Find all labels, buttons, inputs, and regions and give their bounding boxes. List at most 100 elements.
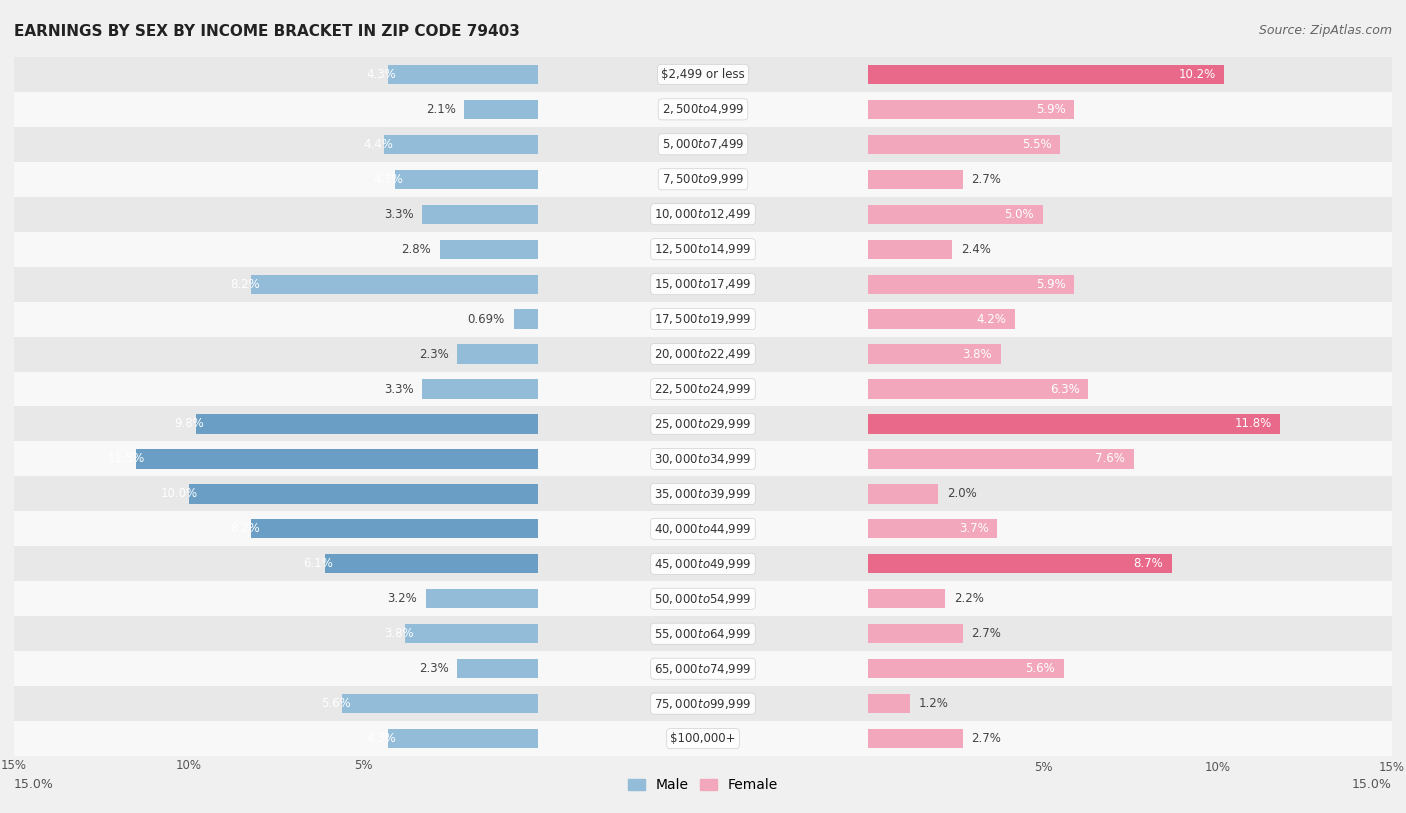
Bar xyxy=(869,581,1392,616)
Bar xyxy=(869,511,1392,546)
Text: 5.5%: 5.5% xyxy=(1022,138,1052,150)
Bar xyxy=(869,162,1392,197)
Bar xyxy=(869,406,1392,441)
Bar xyxy=(537,127,869,162)
Bar xyxy=(869,589,945,608)
Text: EARNINGS BY SEX BY INCOME BRACKET IN ZIP CODE 79403: EARNINGS BY SEX BY INCOME BRACKET IN ZIP… xyxy=(14,24,520,39)
Bar xyxy=(869,659,1064,678)
Bar xyxy=(14,686,537,721)
Bar xyxy=(869,729,963,748)
Bar xyxy=(537,721,869,756)
Bar xyxy=(14,721,537,756)
Bar xyxy=(537,476,869,511)
Text: 10.2%: 10.2% xyxy=(1178,68,1216,80)
Text: 2.4%: 2.4% xyxy=(960,243,991,255)
Bar xyxy=(869,520,997,538)
Bar xyxy=(457,345,537,363)
Bar xyxy=(252,275,537,293)
Text: 4.2%: 4.2% xyxy=(976,313,1007,325)
Bar xyxy=(14,57,537,92)
Bar xyxy=(869,197,1392,232)
Bar xyxy=(395,170,537,189)
Bar xyxy=(14,232,537,267)
Bar xyxy=(422,380,537,398)
Bar xyxy=(537,57,869,92)
Text: 5.6%: 5.6% xyxy=(321,698,352,710)
Bar xyxy=(537,441,869,476)
Bar xyxy=(457,659,537,678)
Bar xyxy=(14,546,537,581)
Text: $10,000 to $12,499: $10,000 to $12,499 xyxy=(654,207,752,221)
Bar xyxy=(14,616,537,651)
Text: 11.8%: 11.8% xyxy=(1234,418,1271,430)
Bar xyxy=(869,127,1392,162)
Bar xyxy=(869,450,1133,468)
Text: 4.4%: 4.4% xyxy=(363,138,392,150)
Bar xyxy=(14,127,537,162)
Bar xyxy=(869,694,910,713)
Text: $30,000 to $34,999: $30,000 to $34,999 xyxy=(654,452,752,466)
Bar xyxy=(14,581,537,616)
Text: $2,500 to $4,999: $2,500 to $4,999 xyxy=(662,102,744,116)
Bar xyxy=(869,476,1392,511)
Text: $2,499 or less: $2,499 or less xyxy=(661,68,745,80)
Text: 4.3%: 4.3% xyxy=(367,68,396,80)
Text: $45,000 to $49,999: $45,000 to $49,999 xyxy=(654,557,752,571)
Bar xyxy=(869,485,938,503)
Text: $35,000 to $39,999: $35,000 to $39,999 xyxy=(654,487,752,501)
Bar xyxy=(869,337,1392,372)
Bar xyxy=(537,302,869,337)
Text: $50,000 to $54,999: $50,000 to $54,999 xyxy=(654,592,752,606)
Bar xyxy=(388,65,537,84)
Bar xyxy=(869,135,1060,154)
Bar xyxy=(869,65,1225,84)
Bar xyxy=(869,380,1088,398)
Text: 5.9%: 5.9% xyxy=(1036,103,1066,115)
Bar xyxy=(869,415,1281,433)
Text: 6.3%: 6.3% xyxy=(1050,383,1080,395)
Text: $55,000 to $64,999: $55,000 to $64,999 xyxy=(654,627,752,641)
Bar xyxy=(869,546,1392,581)
Bar xyxy=(537,651,869,686)
Text: 4.3%: 4.3% xyxy=(367,733,396,745)
Text: 8.2%: 8.2% xyxy=(231,523,260,535)
Bar xyxy=(405,624,537,643)
Text: 0.69%: 0.69% xyxy=(468,313,505,325)
Bar xyxy=(537,162,869,197)
Bar xyxy=(869,651,1392,686)
Bar xyxy=(869,372,1392,406)
Bar xyxy=(537,511,869,546)
Text: 8.7%: 8.7% xyxy=(1133,558,1163,570)
Bar xyxy=(537,581,869,616)
Bar xyxy=(869,240,952,259)
Bar xyxy=(869,310,1015,328)
Bar xyxy=(537,197,869,232)
Text: 2.0%: 2.0% xyxy=(946,488,977,500)
Text: 1.2%: 1.2% xyxy=(920,698,949,710)
Text: $12,500 to $14,999: $12,500 to $14,999 xyxy=(654,242,752,256)
Bar xyxy=(869,232,1392,267)
Bar xyxy=(537,406,869,441)
Bar xyxy=(14,476,537,511)
Text: 6.1%: 6.1% xyxy=(304,558,333,570)
Bar xyxy=(869,616,1392,651)
Bar xyxy=(14,162,537,197)
Text: $40,000 to $44,999: $40,000 to $44,999 xyxy=(654,522,752,536)
Bar xyxy=(869,624,963,643)
Bar xyxy=(537,686,869,721)
Text: 3.3%: 3.3% xyxy=(384,208,413,220)
Text: $22,500 to $24,999: $22,500 to $24,999 xyxy=(654,382,752,396)
Bar xyxy=(869,441,1392,476)
Text: 5.6%: 5.6% xyxy=(1025,663,1054,675)
Text: $25,000 to $29,999: $25,000 to $29,999 xyxy=(654,417,752,431)
Bar xyxy=(136,450,537,468)
Text: $7,500 to $9,999: $7,500 to $9,999 xyxy=(662,172,744,186)
Bar xyxy=(14,197,537,232)
Bar xyxy=(537,546,869,581)
Bar xyxy=(869,345,1001,363)
Bar xyxy=(537,616,869,651)
Bar xyxy=(325,554,537,573)
Bar xyxy=(384,135,537,154)
Text: 2.1%: 2.1% xyxy=(426,103,456,115)
Bar xyxy=(513,310,537,328)
